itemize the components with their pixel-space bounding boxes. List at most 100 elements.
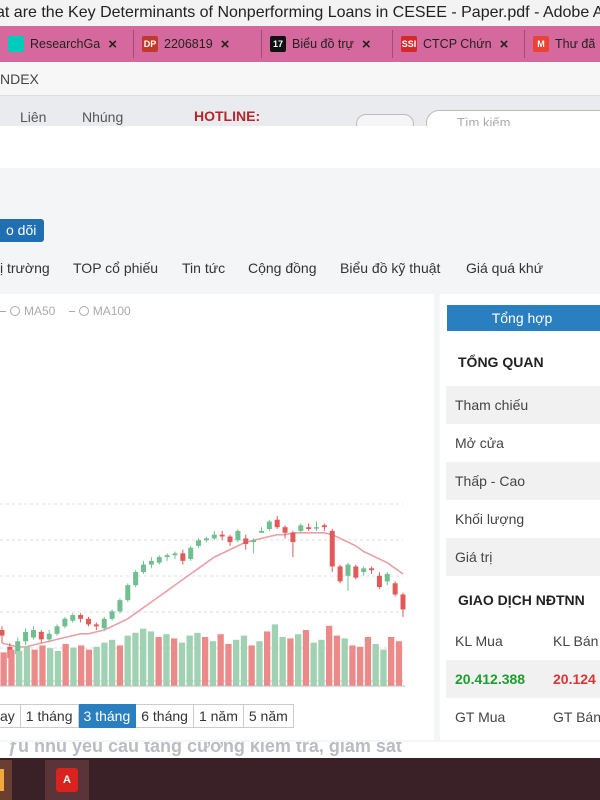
candle-body [156,557,162,563]
volume-bar [78,645,85,686]
search-input[interactable]: Tìm kiếm [426,110,600,128]
ma50-toggle-icon[interactable] [10,306,20,316]
volume-bar [318,639,325,686]
candle-body [211,534,217,539]
stock-panel: o dõi ị trường TOP cổ phiếu Tin tức Cộng… [0,126,600,742]
row-value: Giá trị [446,538,600,576]
candle-body [251,540,257,543]
candle-body [227,536,233,543]
volume-bar [186,635,193,686]
volume-bar [287,638,294,686]
gt-label-row: GT Mua GT Bán [446,698,600,736]
volume-bar [333,635,341,686]
ma50-label: MA50 [24,304,56,318]
volume-bar [70,647,77,686]
browser-tab-label: Thư đã [555,37,596,51]
close-tab-icon[interactable]: × [499,35,509,53]
file-app-icon: F [0,769,4,791]
candle-body [384,573,390,582]
summary-button[interactable]: Tổng hợp [447,305,600,331]
volume-bar [124,635,131,686]
volume-bar [85,649,93,686]
volume-bar [39,645,46,686]
browser-tab[interactable]: ResearchGa × [0,30,134,58]
tab-news[interactable]: Tin tức [182,260,226,276]
candle-body [400,594,406,610]
volume-bar [271,624,279,686]
candle-body [329,530,335,567]
candle-body [258,530,264,533]
range-button[interactable]: 3 tháng [78,704,137,728]
range-button[interactable]: 5 năm [243,704,294,728]
close-tab-icon[interactable]: × [361,35,371,53]
gt-buy-label: GT Mua [455,709,506,725]
candle-body [188,547,194,559]
candle-body [180,553,186,561]
kl-sell-label: KL Bán [553,633,599,649]
volume-bar [163,634,170,686]
ma-legend: MA50 MA100 [0,304,131,318]
candle-body [243,538,249,545]
volume-bar [31,649,38,686]
site-nav: Liên Nhúng HOTLINE: Tìm kiếm [0,96,600,128]
candle-body [164,555,170,558]
browser-tab[interactable]: DP 2206819 × [134,30,262,58]
ssi-favicon-icon: SSI [401,36,417,52]
tab-top-stocks[interactable]: TOP cổ phiếu [73,260,159,276]
candle-body [125,585,131,601]
browser-tab-strip: ResearchGa × DP 2206819 × 17 Biểu đồ trự × SSI CT… [0,26,600,62]
volume-bar [101,642,108,686]
browser-tab-label: 2206819 [164,37,213,51]
address-bar[interactable]: NDEX [0,62,600,96]
app-title-bar: at are the Key Determinants of Nonperfor… [0,0,600,26]
volume-bar [209,641,217,686]
follow-button[interactable]: o dõi [0,219,45,242]
window-title: at are the Key Determinants of Nonperfor… [0,4,600,21]
search-toggle[interactable] [356,114,414,128]
close-tab-icon[interactable]: × [220,35,230,53]
volume-bar [140,628,147,686]
volume-bar [23,646,31,686]
candle-body [23,631,29,642]
volume-bar [248,645,255,686]
background-page-text: ƒu nhu yeu cau tang cương kiem tra, giam… [0,742,600,762]
volume-bar [109,639,116,686]
range-button[interactable]: 1 năm [193,704,244,728]
nav-item-lien[interactable]: Liên [20,109,47,125]
ma100-label: MA100 [92,304,131,318]
taskbar-app-file[interactable]: F [0,760,12,800]
tab-technical-chart[interactable]: Biểu đồ kỹ thuật [340,260,441,276]
volume-bar [256,641,263,686]
volume-bar [372,644,379,686]
volume-chart[interactable] [0,590,434,700]
volume-bar [302,630,310,686]
kl-value-row: 20.412.388 20.124 [446,660,600,698]
taskbar-app-acrobat[interactable]: A [45,760,89,800]
candle-body [0,630,5,636]
range-button[interactable]: 1 tháng [20,704,79,728]
range-selector: ay 1 tháng 3 tháng 6 tháng 1 năm 5 năm [0,704,294,728]
ma100-toggle-icon[interactable] [78,306,89,316]
browser-tab[interactable]: SSI CTCP Chứn × [393,30,525,58]
candle-body [172,553,178,556]
kl-buy-label: KL Mua [455,633,503,649]
range-button[interactable]: ay [0,704,21,728]
volume-bar [240,635,248,686]
volume-bar [388,637,395,686]
tab-community[interactable]: Cộng đồng [248,260,317,276]
range-button[interactable]: 6 tháng [136,704,194,728]
taskbar: F A [0,758,600,800]
close-tab-icon[interactable]: × [108,35,117,53]
volume-bar [178,642,186,686]
browser-tab[interactable]: M Thư đã [525,30,600,58]
tab-market[interactable]: ị trường [0,260,50,276]
nav-item-nhung[interactable]: Nhúng [82,109,124,125]
kl-buy-value: 20.412.388 [455,671,526,687]
volume-bar [171,638,178,686]
candle-body [70,615,76,621]
address-text: NDEX [0,71,39,87]
candle-body [196,540,202,546]
browser-tab[interactable]: 17 Biểu đồ trự × [262,30,393,58]
tab-price-history[interactable]: Giá quá khứ [466,260,544,276]
candle-body [203,538,209,541]
